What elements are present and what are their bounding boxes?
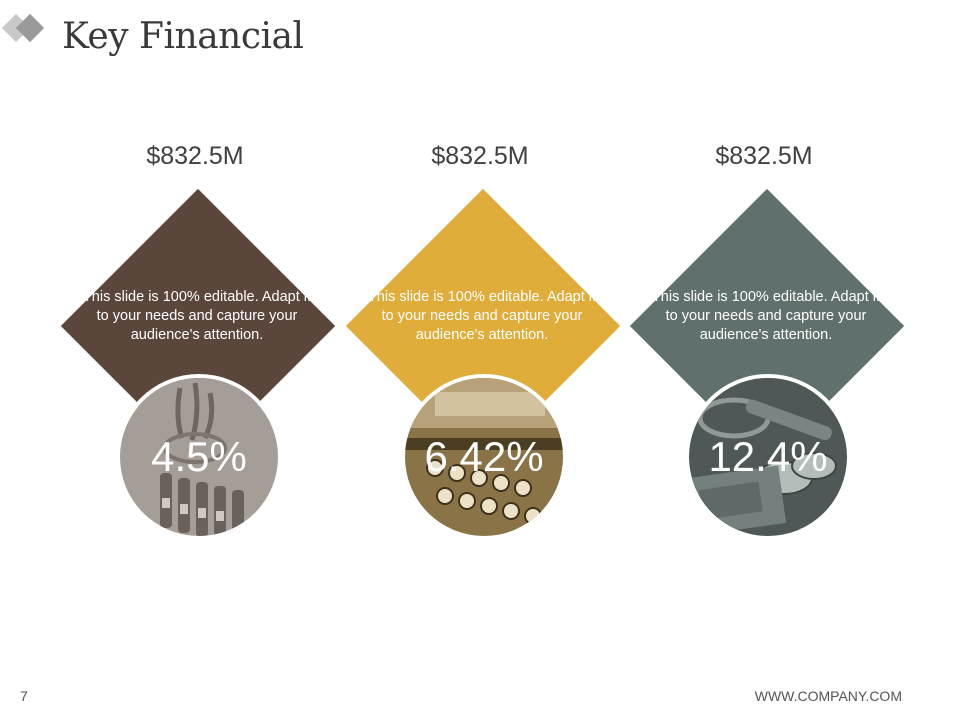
card-percent: 6.42% xyxy=(424,433,544,480)
card-amount: $832.5M xyxy=(431,142,529,170)
logo-diamonds-icon xyxy=(1,13,45,43)
money-photo-icon xyxy=(689,378,847,536)
card-photo-circle: 6.42% xyxy=(401,374,567,540)
card-photo-circle: 4.5% xyxy=(116,374,282,540)
typewriter-photo-icon xyxy=(405,378,563,536)
page-title: Key Financial xyxy=(62,16,304,57)
financial-card-3: $832.5M This slide is 100% editable. Ada… xyxy=(614,140,914,540)
card-percent: 4.5% xyxy=(151,433,247,480)
card-amount: $832.5M xyxy=(146,142,244,170)
card-photo-circle: 12.4% xyxy=(685,374,851,540)
financial-card-1: $832.5M This slide is 100% editable. Ada… xyxy=(45,140,345,540)
financial-card-2: $832.5M This slide is 100% editable. Ada… xyxy=(330,140,630,540)
card-percent: 12.4% xyxy=(708,433,828,480)
card-description: This slide is 100% editable. Adapt it to… xyxy=(82,289,312,343)
footer-company-url: WWW.COMPANY.COM xyxy=(754,688,902,704)
card-description: This slide is 100% editable. Adapt it to… xyxy=(367,289,597,343)
card-amount: $832.5M xyxy=(715,142,813,170)
keys-photo-icon xyxy=(120,378,278,536)
page-number: 7 xyxy=(20,688,28,704)
card-description: This slide is 100% editable. Adapt it to… xyxy=(651,289,881,343)
